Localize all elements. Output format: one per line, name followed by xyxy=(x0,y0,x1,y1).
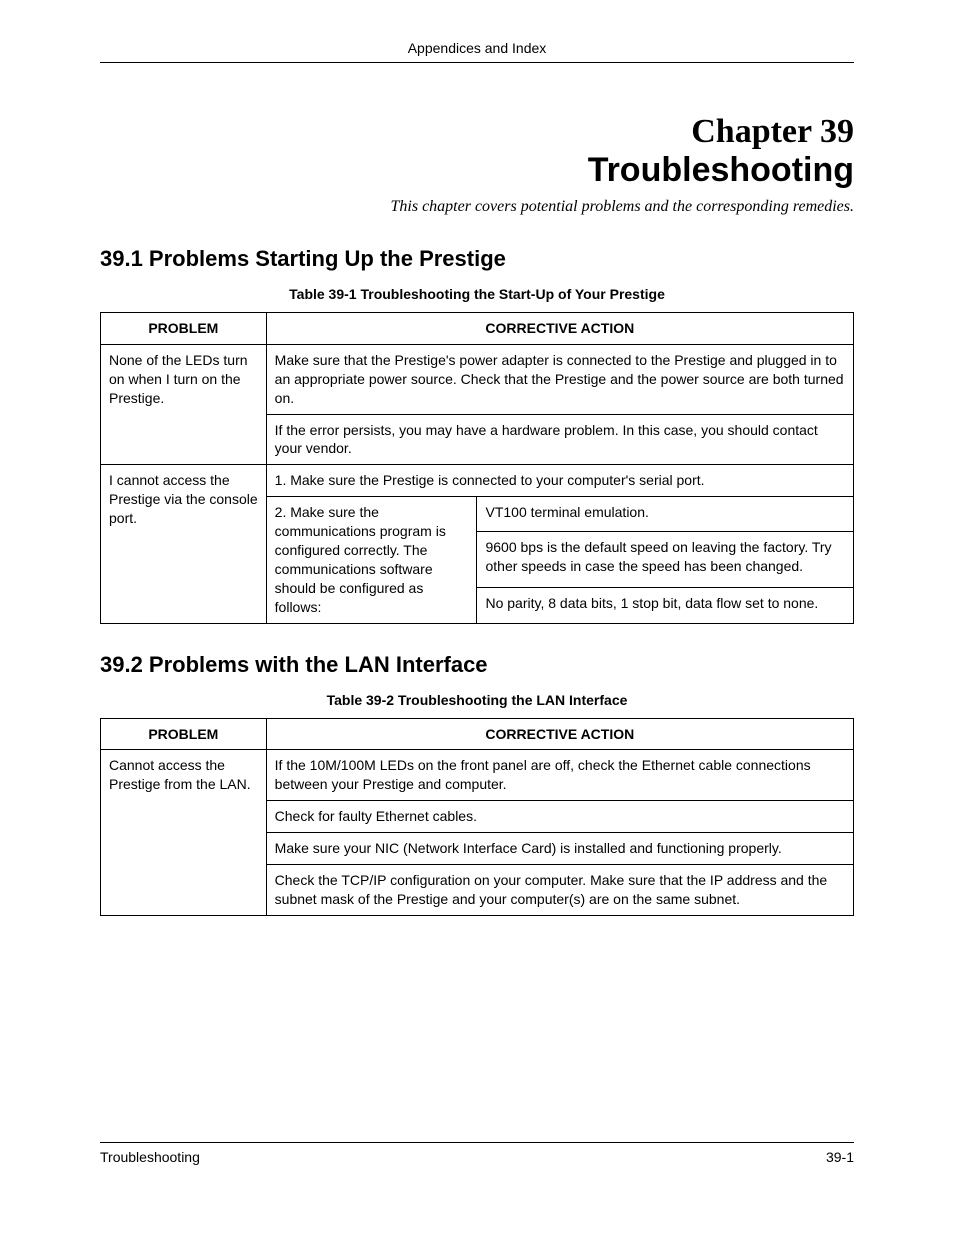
chapter-number: Chapter 39 xyxy=(100,113,854,151)
chapter-subtitle: This chapter covers potential problems a… xyxy=(100,198,854,216)
cell-action: If the 10M/100M LEDs on the front panel … xyxy=(266,750,853,801)
col-header-problem: PROBLEM xyxy=(101,718,267,750)
footer-left: Troubleshooting xyxy=(100,1149,200,1165)
col-header-problem: PROBLEM xyxy=(101,313,267,345)
col-header-action: CORRECTIVE ACTION xyxy=(266,718,853,750)
cell-action: Check for faulty Ethernet cables. xyxy=(266,801,853,833)
table-caption-1: Table 39-1 Troubleshooting the Start-Up … xyxy=(100,286,854,302)
table-1: PROBLEM CORRECTIVE ACTION None of the LE… xyxy=(100,312,854,624)
footer-right: 39-1 xyxy=(826,1149,854,1165)
cell-action: Check the TCP/IP configuration on your c… xyxy=(266,865,853,916)
page-footer: Troubleshooting 39-1 xyxy=(100,1142,854,1165)
cell-action: 2. Make sure the communications program … xyxy=(266,497,477,623)
cell-action: No parity, 8 data bits, 1 stop bit, data… xyxy=(477,588,854,623)
col-header-action: CORRECTIVE ACTION xyxy=(266,313,853,345)
table-row: PROBLEM CORRECTIVE ACTION xyxy=(101,313,854,345)
cell-problem: Cannot access the Prestige from the LAN. xyxy=(101,750,267,915)
cell-action: If the error persists, you may have a ha… xyxy=(266,414,853,465)
section-heading-2: 39.2 Problems with the LAN Interface xyxy=(100,652,854,678)
cell-action: Make sure your NIC (Network Interface Ca… xyxy=(266,833,853,865)
cell-action: VT100 terminal emulation. xyxy=(477,497,854,532)
table-row: I cannot access the Prestige via the con… xyxy=(101,465,854,497)
running-header: Appendices and Index xyxy=(100,40,854,63)
table-caption-2: Table 39-2 Troubleshooting the LAN Inter… xyxy=(100,692,854,708)
document-page: Appendices and Index Chapter 39 Troubles… xyxy=(0,0,954,1235)
cell-problem: None of the LEDs turn on when I turn on … xyxy=(101,344,267,464)
table-row: PROBLEM CORRECTIVE ACTION xyxy=(101,718,854,750)
cell-problem: I cannot access the Prestige via the con… xyxy=(101,465,267,623)
section-heading-1: 39.1 Problems Starting Up the Prestige xyxy=(100,246,854,272)
table-2: PROBLEM CORRECTIVE ACTION Cannot access … xyxy=(100,718,854,916)
cell-action: 9600 bps is the default speed on leaving… xyxy=(477,532,854,588)
cell-action: Make sure that the Prestige's power adap… xyxy=(266,344,853,414)
cell-action: 1. Make sure the Prestige is connected t… xyxy=(266,465,853,497)
table-row: None of the LEDs turn on when I turn on … xyxy=(101,344,854,414)
table-row: Cannot access the Prestige from the LAN.… xyxy=(101,750,854,801)
chapter-title: Troubleshooting xyxy=(100,151,854,190)
